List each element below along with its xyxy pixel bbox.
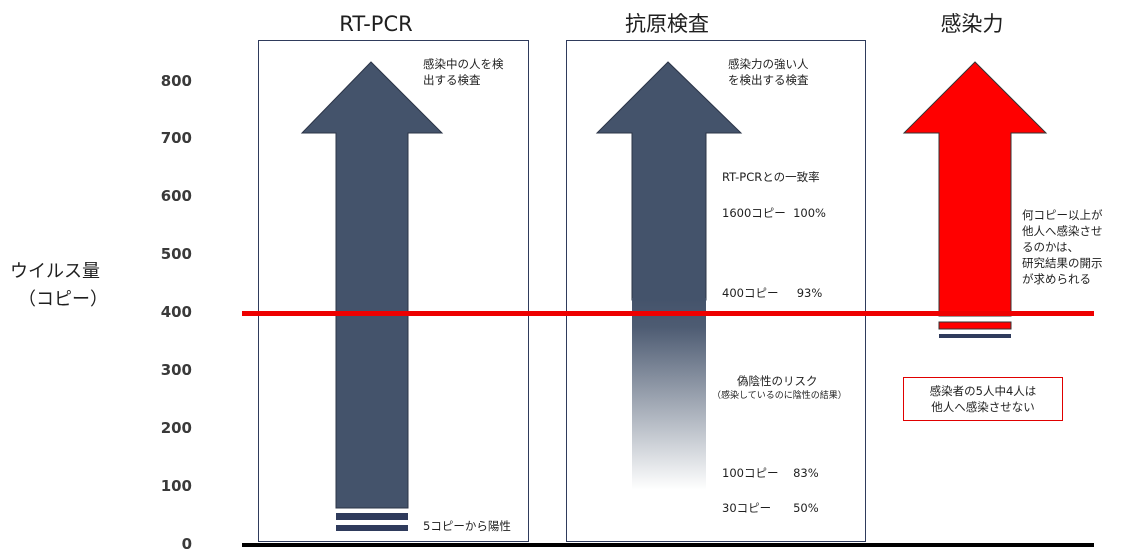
y-axis-label: ウイルス量 （コピー） xyxy=(10,258,108,314)
infectivity-note-line3: るのかは、 xyxy=(1022,240,1080,254)
threshold-line-400 xyxy=(242,311,1094,316)
y-tick-200: 200 xyxy=(160,419,192,437)
false-negative-subtitle: （感染しているのに陰性の結果） xyxy=(712,391,847,401)
rtpcr-desc-line1: 感染中の人を検 xyxy=(423,57,504,71)
column-title-infectivity: 感染力 xyxy=(940,12,1004,36)
rtpcr-arrow xyxy=(300,61,444,509)
y-tick-100: 100 xyxy=(160,477,192,495)
rate-30: 30コピー 50% xyxy=(722,501,819,515)
infectivity-note-line4: 研究結果の開示 xyxy=(1022,256,1103,270)
rate-100: 100コピー 83% xyxy=(722,466,819,480)
rtpcr-desc-line2: 出する検査 xyxy=(423,73,481,87)
non-transmission-line2: 他人へ感染させない xyxy=(931,400,1035,414)
antigen-description: 感染力の強い人 を検出する検査 xyxy=(728,56,809,88)
baseline xyxy=(242,543,1094,547)
infectivity-note-line1: 何コピー以上が xyxy=(1022,208,1103,222)
column-title-antigen: 抗原検査 xyxy=(625,12,709,36)
rtpcr-description: 感染中の人を検 出する検査 xyxy=(423,56,504,88)
y-axis-label-line2: （コピー） xyxy=(18,289,108,310)
y-axis-label-line1: ウイルス量 xyxy=(10,261,100,282)
rate-400: 400コピー 93% xyxy=(722,286,823,300)
y-tick-800: 800 xyxy=(160,72,192,90)
infectivity-note-line2: 他人へ感染させ xyxy=(1022,224,1103,238)
antigen-arrow-head xyxy=(595,61,743,301)
antigen-desc-line1: 感染力の強い人 xyxy=(728,57,809,71)
antigen-desc-line2: を検出する検査 xyxy=(728,73,809,87)
infectivity-note: 何コピー以上が 他人へ感染させ るのかは、 研究結果の開示 が求められる xyxy=(1022,207,1103,287)
y-tick-700: 700 xyxy=(160,129,192,147)
y-tick-0: 0 xyxy=(181,535,192,553)
antigen-arrow-fade xyxy=(632,298,706,490)
infectivity-arrow-stripe-2 xyxy=(939,334,1011,338)
y-tick-300: 300 xyxy=(160,361,192,379)
false-negative-title: 偽陰性のリスク xyxy=(737,374,818,388)
y-tick-500: 500 xyxy=(160,245,192,263)
column-title-rtpcr: RT-PCR xyxy=(339,12,413,36)
y-tick-600: 600 xyxy=(160,187,192,205)
infectivity-note-line5: が求められる xyxy=(1022,272,1091,286)
rate-1600: 1600コピー 100% xyxy=(722,206,826,220)
antigen-panel xyxy=(566,40,866,542)
rtpcr-panel xyxy=(258,40,529,542)
non-transmission-box: 感染者の5人中4人は 他人へ感染させない xyxy=(903,377,1063,421)
rtpcr-bottom-label: 5コピーから陽性 xyxy=(423,519,511,533)
non-transmission-line1: 感染者の5人中4人は xyxy=(929,384,1037,398)
rtpcr-arrow-stripe-1 xyxy=(336,513,408,520)
concordance-title: RT-PCRとの一致率 xyxy=(722,170,820,184)
y-tick-400: 400 xyxy=(160,303,192,321)
infectivity-arrow-stripe-1 xyxy=(938,321,1012,330)
rtpcr-arrow-stripe-2 xyxy=(336,525,408,531)
